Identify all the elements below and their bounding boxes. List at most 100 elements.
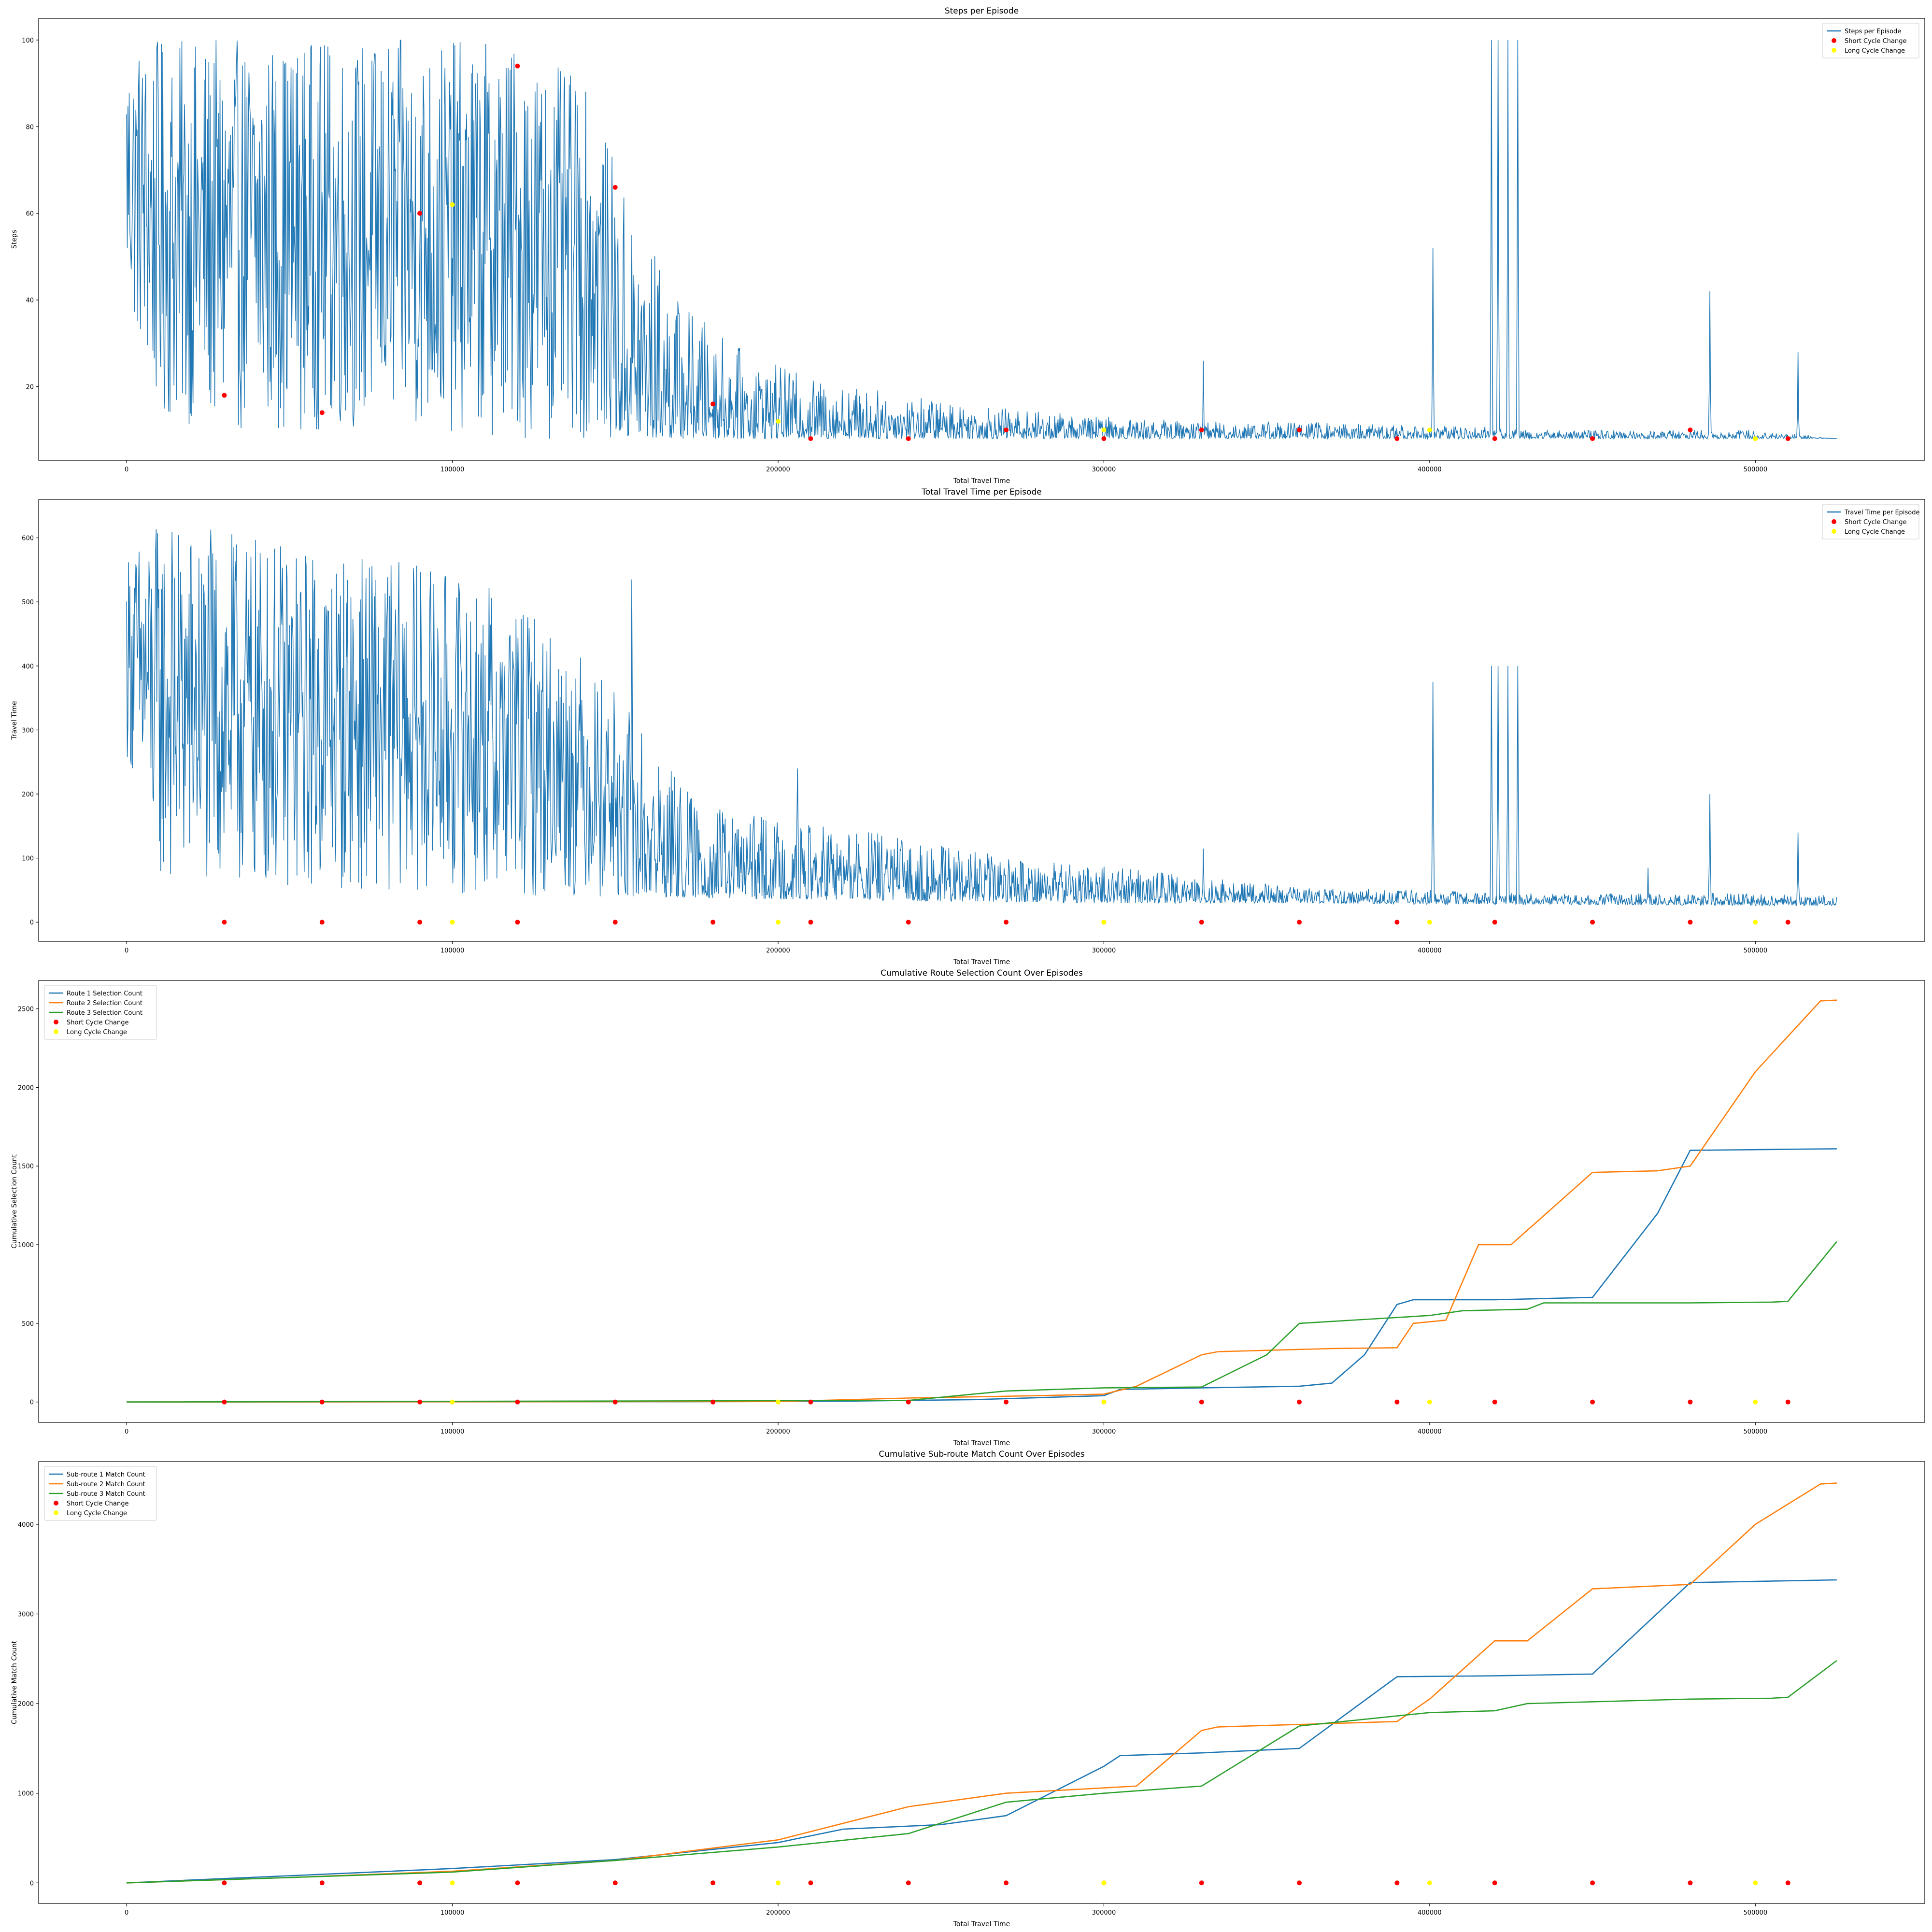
x-tick-label: 300000 — [1092, 466, 1116, 473]
y-tick-label: 2000 — [18, 1084, 34, 1092]
short-cycle-change-marker — [1199, 920, 1204, 925]
short-cycle-change-marker — [1688, 1880, 1693, 1886]
long-cycle-change-marker — [775, 419, 781, 424]
y-axis-label: Cumulative Selection Count — [11, 1154, 18, 1249]
legend-label: Steps per Episode — [1845, 28, 1901, 35]
short-cycle-change-marker — [1394, 436, 1400, 441]
x-tick-label: 400000 — [1418, 466, 1442, 473]
series-line-1 — [127, 1579, 1837, 1884]
legend-label: Travel Time per Episode — [1844, 509, 1920, 516]
short-cycle-change-marker — [515, 1880, 520, 1886]
y-tick-label: 600 — [22, 535, 34, 542]
long-cycle-change-marker — [1427, 920, 1432, 925]
y-axis-label: Travel Time — [11, 701, 18, 740]
series-line-3 — [127, 1241, 1837, 1403]
short-cycle-change-marker — [808, 1399, 813, 1405]
short-cycle-change-marker — [1004, 920, 1009, 925]
short-cycle-change-marker — [1492, 920, 1497, 925]
short-cycle-change-marker — [417, 1399, 423, 1405]
x-tick-label: 500000 — [1743, 1428, 1767, 1435]
short-cycle-change-marker — [1688, 1399, 1693, 1405]
plot-area — [127, 1482, 1837, 1886]
long-cycle-change-marker — [1753, 1399, 1758, 1405]
short-cycle-change-marker — [1785, 1399, 1790, 1405]
legend-label: Route 3 Selection Count — [67, 1009, 142, 1017]
legend-label: Route 2 Selection Count — [67, 1000, 142, 1007]
chart-title: Steps per Episode — [945, 6, 1019, 16]
axes-frame — [38, 1461, 1925, 1904]
x-tick-label: 500000 — [1743, 466, 1767, 473]
x-tick-label: 300000 — [1092, 1428, 1116, 1435]
short-cycle-change-marker — [612, 1880, 618, 1886]
y-tick-label: 1500 — [18, 1163, 34, 1170]
long-cycle-change-marker — [1753, 920, 1758, 925]
short-cycle-change-marker — [1590, 1880, 1595, 1886]
short-cycle-change-marker — [808, 1880, 813, 1886]
long-cycle-change-marker — [1427, 1880, 1432, 1886]
chart-title: Cumulative Route Selection Count Over Ep… — [881, 968, 1083, 978]
long-cycle-change-marker — [1101, 427, 1107, 433]
y-tick-label: 2000 — [18, 1701, 34, 1708]
x-tick-label: 500000 — [1743, 1909, 1767, 1917]
series-line — [126, 529, 1837, 907]
short-cycle-change-marker — [906, 920, 911, 925]
short-cycle-change-marker — [710, 401, 716, 407]
legend-box — [1822, 23, 1919, 58]
short-cycle-change-marker — [1297, 1399, 1302, 1405]
long-cycle-change-marker — [1753, 1880, 1758, 1886]
series-line-1 — [127, 1148, 1837, 1403]
short-cycle-change-marker — [1199, 427, 1204, 433]
legend: Travel Time per Episode Short Cycle Chang… — [1822, 504, 1920, 540]
short-cycle-change-marker — [1492, 1880, 1497, 1886]
x-tick-label: 0 — [125, 466, 128, 473]
x-tick-label: 200000 — [766, 1428, 790, 1435]
y-tick-label: 100 — [22, 855, 34, 863]
long-cycle-change-marker — [1753, 436, 1758, 441]
short-cycle-change-marker — [515, 920, 520, 925]
legend-label: Sub-route 2 Match Count — [67, 1481, 145, 1488]
short-cycle-change-marker — [417, 920, 423, 925]
y-tick-label: 60 — [26, 211, 34, 218]
legend-label: Short Cycle Change — [67, 1019, 128, 1026]
plot-area — [126, 529, 1837, 925]
legend-box — [44, 985, 157, 1040]
y-tick-label: 500 — [22, 599, 34, 606]
short-cycle-change-marker — [1785, 436, 1790, 441]
x-tick-label: 400000 — [1418, 1909, 1442, 1917]
legend-marker-swatch — [1832, 519, 1836, 524]
legend-label: Short Cycle Change — [1845, 38, 1906, 45]
short-cycle-change-marker — [612, 185, 618, 190]
short-cycle-change-marker — [906, 1880, 911, 1886]
plot-area — [126, 39, 1837, 441]
long-cycle-change-marker — [1101, 920, 1107, 925]
legend-marker-swatch — [54, 1510, 58, 1515]
short-cycle-change-marker — [612, 1399, 618, 1405]
legend-label: Sub-route 3 Match Count — [67, 1491, 145, 1498]
short-cycle-change-marker — [1297, 1880, 1302, 1886]
chart-title: Total Travel Time per Episode — [921, 487, 1041, 497]
long-cycle-change-marker — [775, 920, 781, 925]
y-tick-label: 20 — [26, 384, 34, 391]
short-cycle-change-marker — [417, 211, 423, 216]
legend: Route 1 Selection Count Route 2 Selection… — [44, 985, 157, 1040]
short-cycle-change-marker — [906, 436, 911, 441]
chart-title: Cumulative Sub-route Match Count Over Ep… — [879, 1449, 1084, 1459]
long-cycle-change-marker — [450, 1399, 455, 1405]
x-tick-label: 400000 — [1418, 1428, 1442, 1435]
legend-marker-swatch — [54, 1029, 58, 1034]
short-cycle-change-marker — [808, 436, 813, 441]
y-tick-label: 0 — [30, 1880, 34, 1887]
legend-marker-swatch — [54, 1020, 58, 1024]
y-tick-label: 3000 — [18, 1611, 34, 1619]
legend-marker-swatch — [54, 1501, 58, 1506]
short-cycle-change-marker — [1590, 436, 1595, 441]
y-tick-label: 300 — [22, 727, 34, 734]
x-tick-label: 0 — [125, 1428, 128, 1435]
chart-panel-1: Steps per Episode 0 100000 200000 300000 4000… — [11, 6, 1925, 485]
short-cycle-change-marker — [319, 1880, 325, 1886]
y-axis-label: Steps — [11, 230, 18, 249]
x-tick-label: 100000 — [440, 1909, 465, 1917]
x-axis-label: Total Travel Time — [953, 1439, 1010, 1447]
x-tick-label: 100000 — [440, 466, 465, 473]
short-cycle-change-marker — [808, 920, 813, 925]
